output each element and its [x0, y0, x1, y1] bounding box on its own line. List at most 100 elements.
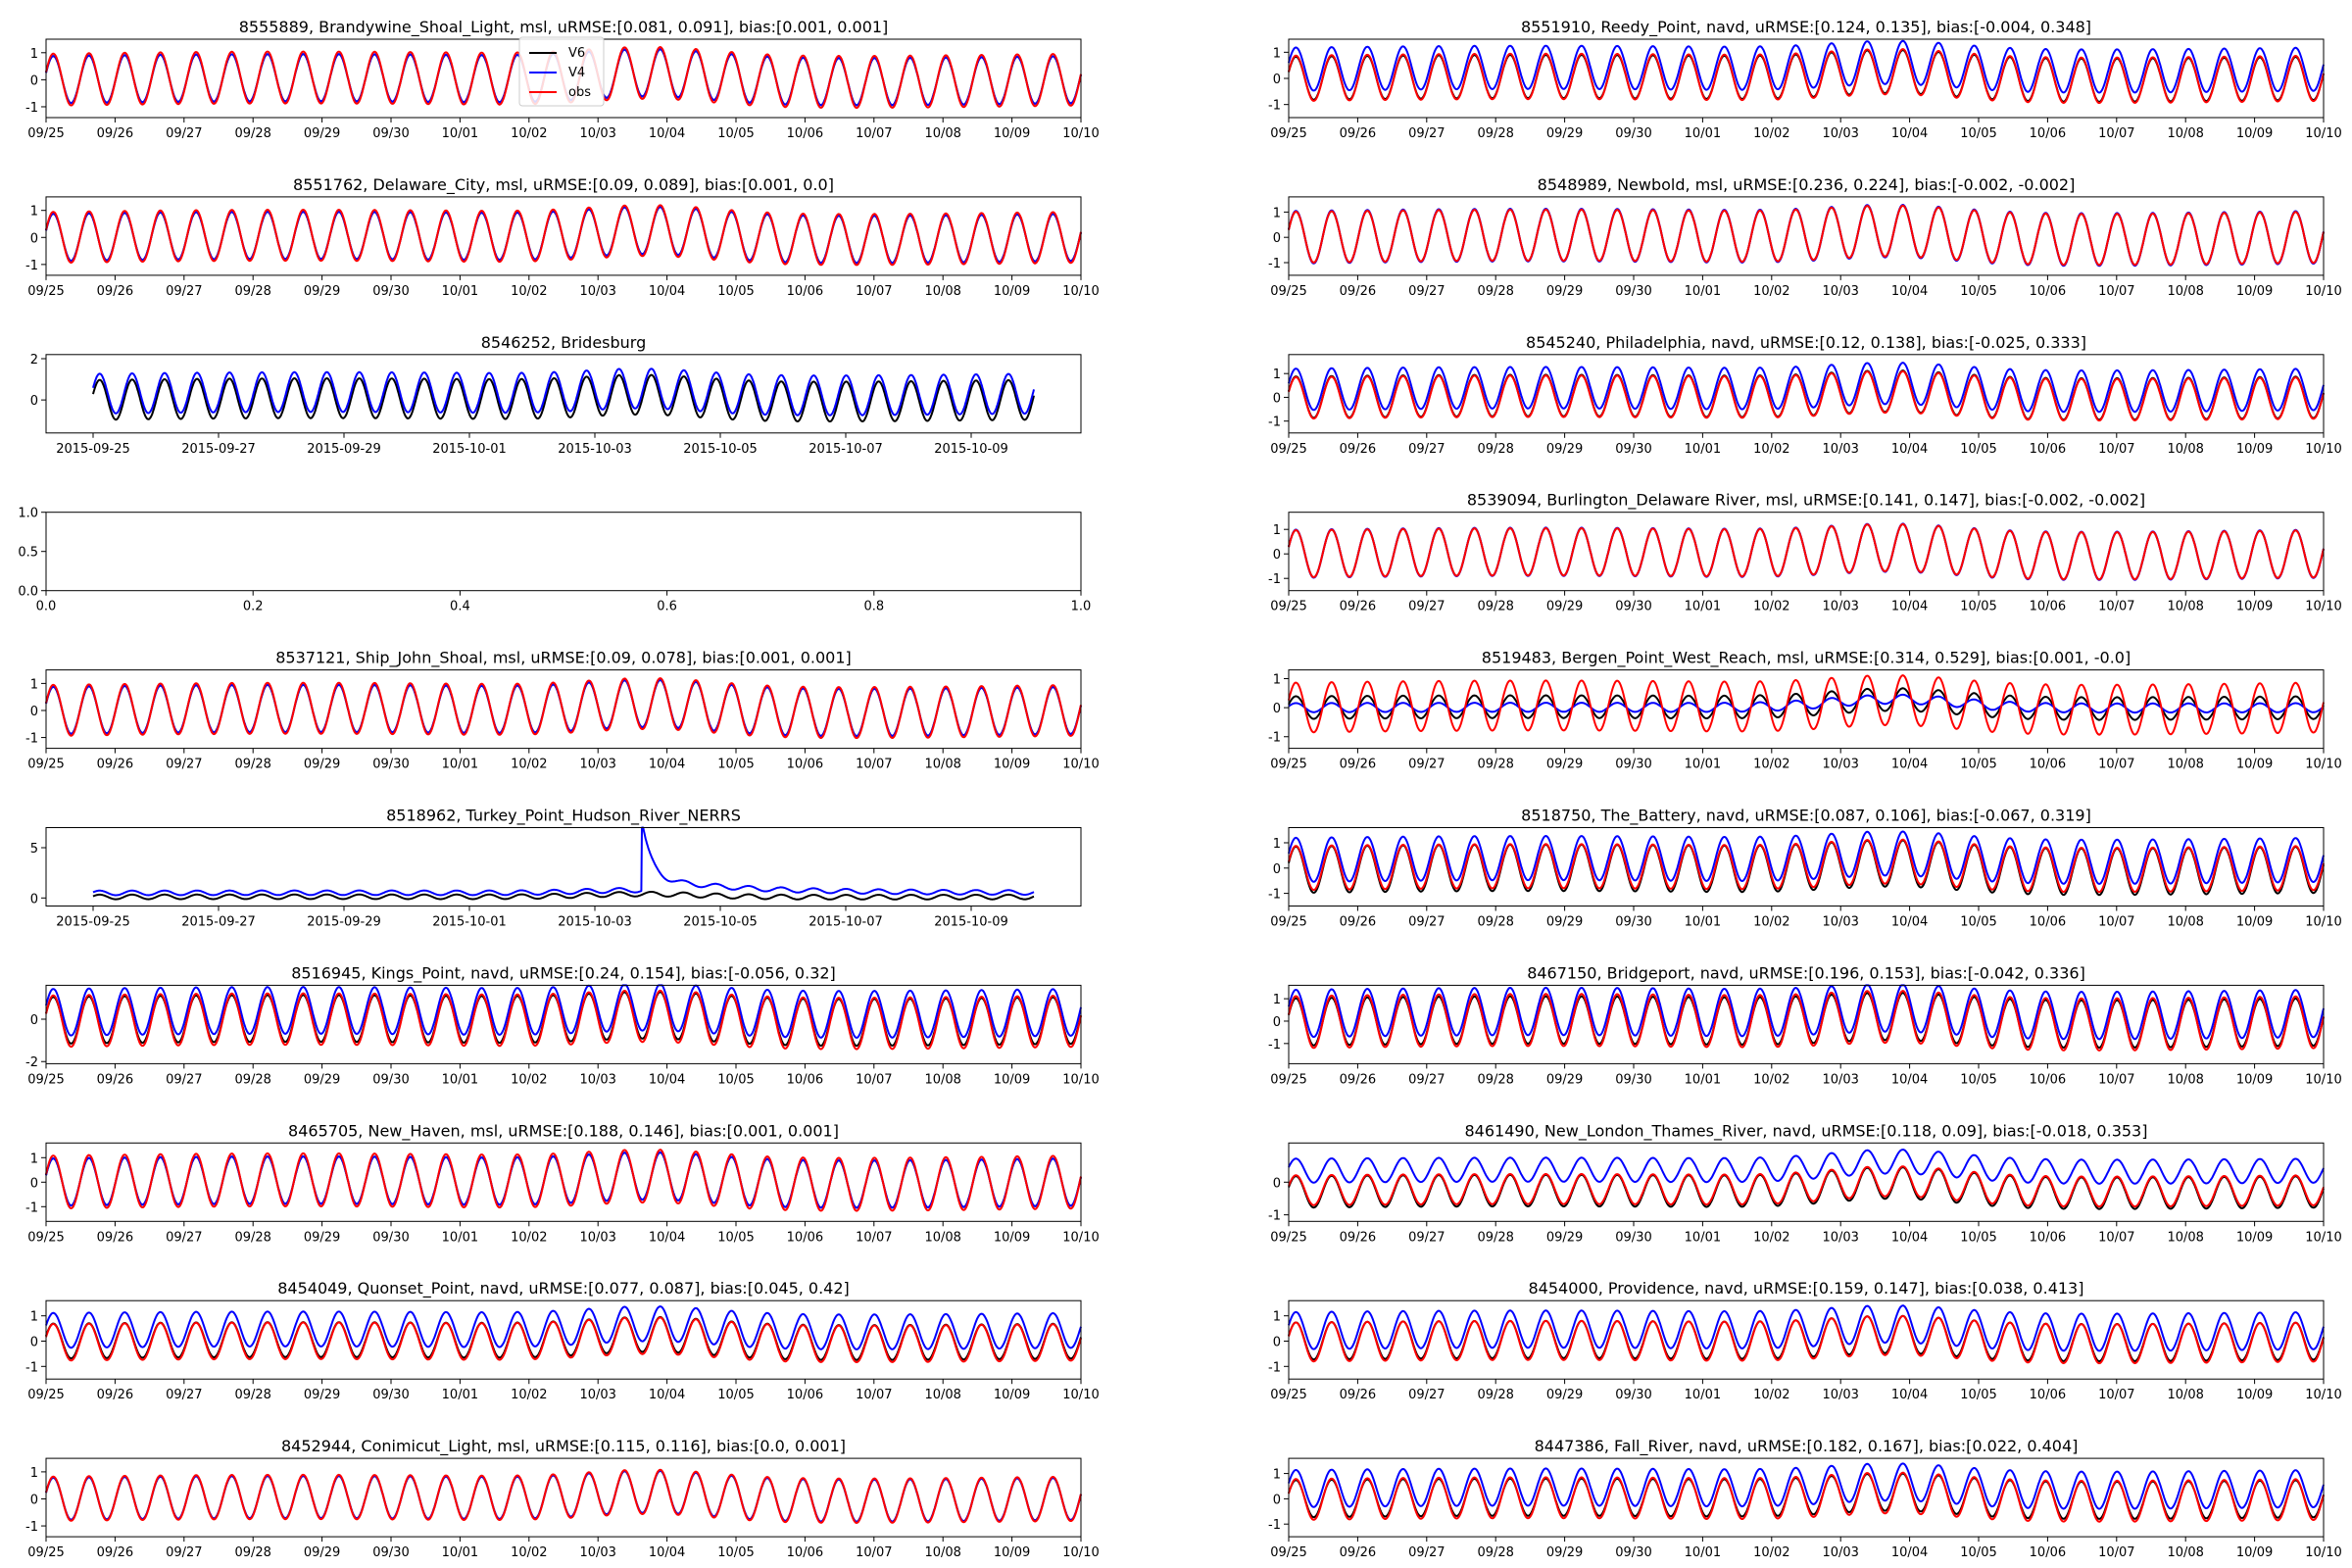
axes-frame	[1288, 1457, 2325, 1538]
subplot-3: 8548989, Newbold, msl, uRMSE:[0.236, 0.2…	[1268, 175, 2342, 299]
axes-frame	[45, 196, 1082, 276]
x-tick-label: 09/29	[1546, 1072, 1583, 1087]
x-tick-label: 10/03	[579, 1388, 615, 1402]
x-tick-label: 09/26	[97, 1545, 133, 1560]
x-tick-label: 10/07	[2098, 915, 2134, 930]
x-tick-label: 10/09	[2236, 915, 2273, 930]
y-tick-label: -2	[25, 1055, 38, 1070]
y-tick-label: 0.5	[18, 546, 38, 561]
subplot-grid: 8555889, Brandywine_Shoal_Light, msl, uR…	[18, 18, 2341, 1560]
x-tick-label: 09/27	[166, 1230, 202, 1245]
x-tick-label: 09/27	[1408, 126, 1445, 141]
x-tick-label: 09/30	[372, 1230, 409, 1245]
x-tick-label: 09/29	[1546, 758, 1583, 772]
series-line-v4	[1288, 1304, 2325, 1352]
x-tick-label: 09/28	[234, 284, 270, 299]
x-tick-label: 10/09	[994, 758, 1030, 772]
series-line-v4	[1288, 693, 2325, 714]
x-tick-label: 10/04	[1891, 284, 1928, 299]
y-tick-label: -1	[1268, 1518, 1281, 1533]
x-tick-label: 10/06	[2030, 1545, 2066, 1560]
y-tick-label: 1	[30, 205, 38, 220]
x-tick-label: 2015-09-25	[56, 442, 130, 457]
x-tick-label: 10/04	[1891, 1072, 1928, 1087]
x-tick-label: 1.0	[1071, 600, 1092, 614]
subplot-title: 8548989, Newbold, msl, uRMSE:[0.236, 0.2…	[1538, 175, 2076, 194]
y-tick-label: -1	[1268, 257, 1281, 271]
x-tick-label: 10/03	[579, 758, 615, 772]
x-tick-label: 09/28	[234, 758, 270, 772]
x-tick-label: 10/08	[2167, 1545, 2203, 1560]
legend-label-v4: V4	[568, 66, 585, 80]
subplot-title: 8518962, Turkey_Point_Hudson_River_NERRS	[386, 807, 741, 826]
x-tick-label: 2015-10-07	[808, 915, 883, 930]
x-tick-label: 10/07	[2098, 1388, 2134, 1402]
x-tick-label: 10/01	[442, 284, 478, 299]
subplot-2: 8551762, Delaware_City, msl, uRMSE:[0.09…	[25, 175, 1100, 299]
x-tick-label: 10/04	[1891, 758, 1928, 772]
x-tick-label: 10/01	[1685, 1230, 1721, 1245]
x-tick-label: 10/01	[1685, 1388, 1721, 1402]
x-tick-label: 09/29	[1546, 1230, 1583, 1245]
subplot-title: 8516945, Kings_Point, navd, uRMSE:[0.24,…	[291, 963, 836, 983]
y-tick-label: 1	[30, 1310, 38, 1325]
series-line-obs	[1288, 674, 2325, 736]
x-tick-label: 2015-10-01	[432, 915, 507, 930]
y-tick-label: 0	[30, 892, 38, 906]
x-tick-label: 09/25	[27, 126, 64, 141]
x-tick-label: 09/27	[166, 758, 202, 772]
y-tick-label: -1	[25, 259, 38, 273]
x-tick-label: 10/08	[2167, 1230, 2203, 1245]
series-line-obs	[1288, 369, 2325, 422]
series-line-v4	[92, 368, 1035, 416]
x-tick-label: 10/09	[2236, 284, 2273, 299]
x-tick-label: 09/26	[1340, 1230, 1376, 1245]
x-tick-label: 10/10	[2305, 1072, 2341, 1087]
series-line-v6	[45, 678, 1082, 737]
series-line-obs	[1288, 204, 2325, 267]
x-tick-label: 10/08	[924, 126, 960, 141]
x-tick-label: 09/27	[166, 126, 202, 141]
x-tick-label: 10/05	[1960, 442, 1996, 457]
y-tick-label: 0	[1273, 548, 1281, 563]
x-tick-label: 10/07	[856, 284, 892, 299]
x-tick-label: 10/03	[1822, 126, 1858, 141]
y-tick-label: 0	[1273, 862, 1281, 877]
x-tick-label: 10/10	[1062, 1545, 1099, 1560]
x-tick-label: 10/09	[994, 126, 1030, 141]
series-line-v6	[1288, 522, 2325, 581]
y-tick-label: 0	[1273, 1493, 1281, 1507]
x-tick-label: 09/25	[1270, 442, 1306, 457]
x-tick-label: 09/28	[234, 1388, 270, 1402]
x-tick-label: 09/26	[1340, 1388, 1376, 1402]
x-tick-label: 09/28	[234, 126, 270, 141]
x-tick-label: 10/08	[2167, 126, 2203, 141]
y-tick-label: 0	[30, 74, 38, 88]
series-line-v4	[45, 678, 1082, 737]
x-tick-label: 10/06	[787, 1388, 823, 1402]
x-tick-label: 10/04	[649, 284, 685, 299]
x-tick-label: 09/26	[1340, 126, 1376, 141]
x-tick-label: 09/26	[97, 1388, 133, 1402]
x-tick-label: 09/25	[1270, 758, 1306, 772]
y-tick-label: 1	[1273, 837, 1281, 852]
series-line-v4	[45, 1305, 1082, 1350]
x-tick-label: 09/27	[1408, 915, 1445, 930]
series-line-obs	[1288, 1471, 2325, 1523]
x-tick-label: 10/04	[649, 1230, 685, 1245]
x-tick-label: 10/05	[717, 1072, 754, 1087]
x-tick-label: 09/26	[1340, 600, 1376, 614]
x-tick-label: 09/25	[27, 758, 64, 772]
x-tick-label: 10/03	[579, 126, 615, 141]
x-tick-label: 09/25	[1270, 600, 1306, 614]
x-tick-label: 10/04	[1891, 1388, 1928, 1402]
x-tick-label: 10/01	[442, 1230, 478, 1245]
x-tick-label: 09/30	[1615, 126, 1651, 141]
subplot-title: 8461490, New_London_Thames_River, navd, …	[1465, 1121, 2148, 1141]
x-tick-label: 10/06	[2030, 1072, 2066, 1087]
x-tick-label: 09/30	[1615, 442, 1651, 457]
x-tick-label: 09/26	[1340, 442, 1376, 457]
x-tick-label: 10/06	[2030, 1230, 2066, 1245]
x-tick-label: 09/28	[234, 1545, 270, 1560]
